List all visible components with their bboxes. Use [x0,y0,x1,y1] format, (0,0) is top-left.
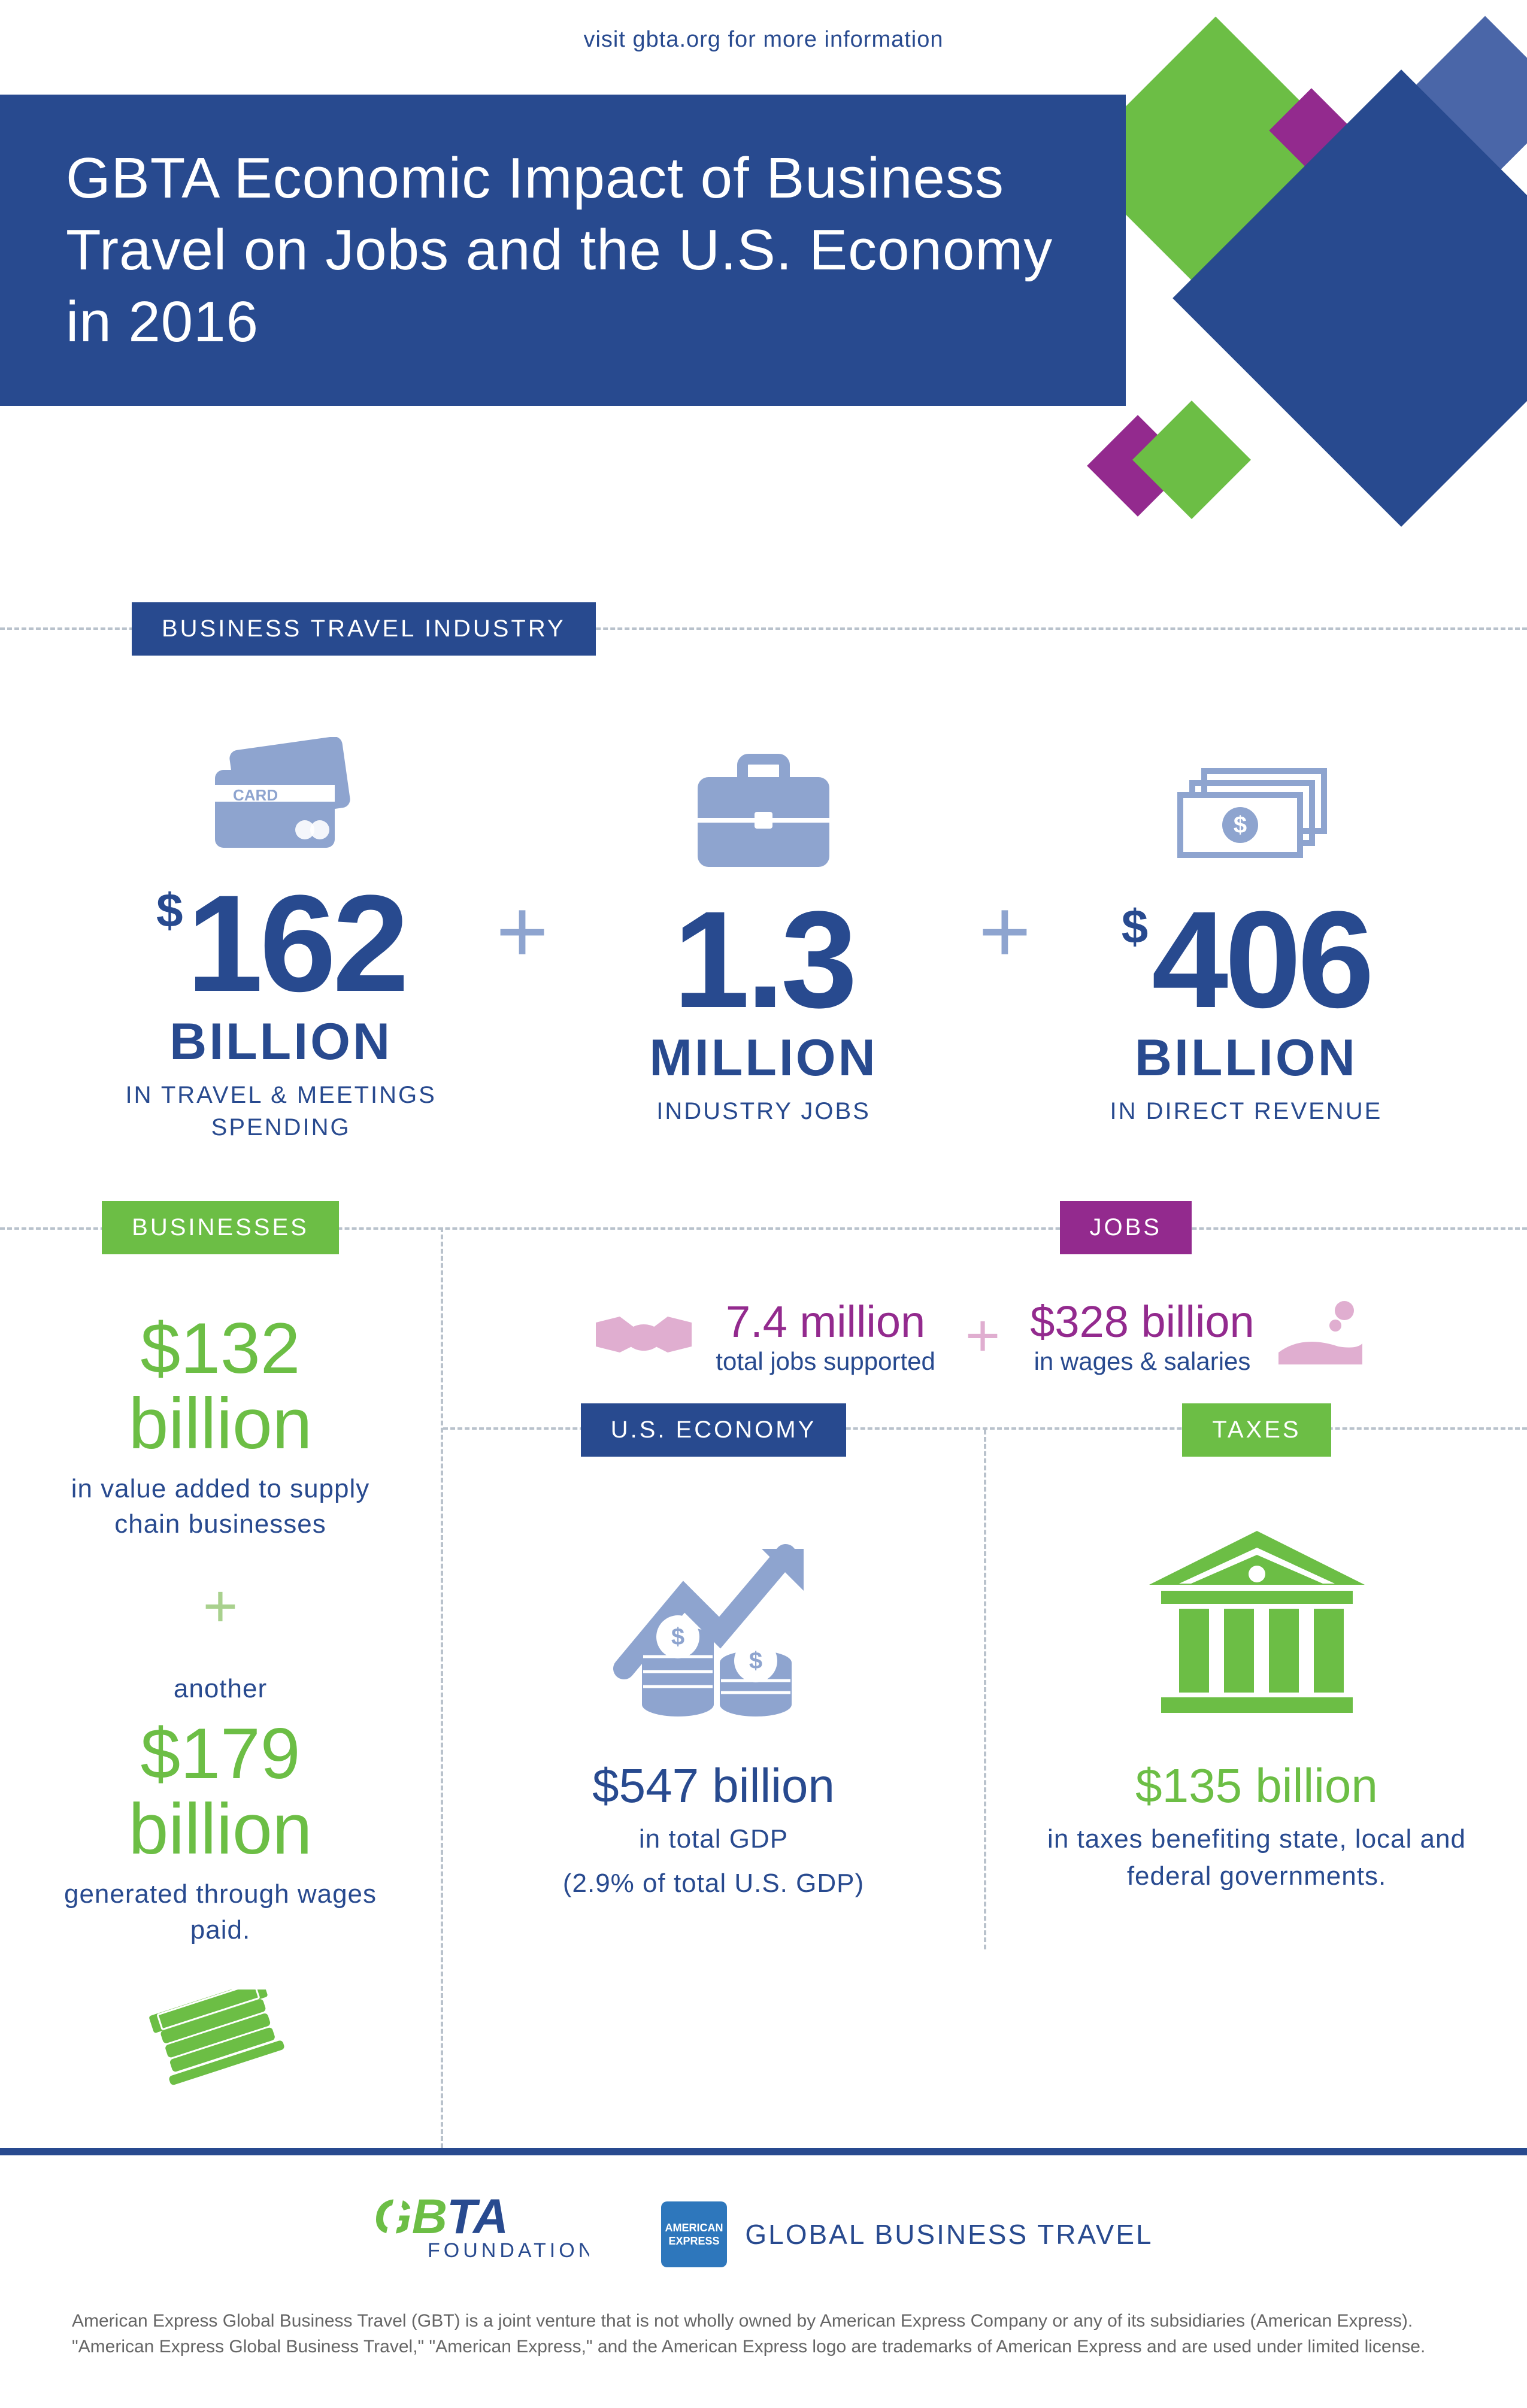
plus-icon: + [972,880,1037,983]
cash-icon: $ [1037,735,1455,873]
svg-text:$: $ [1234,812,1247,838]
section-us-economy: U.S. ECONOMY $ [443,1430,986,1949]
section-businesses: BUSINESSES $132billion in value added to… [0,1227,443,2148]
plus-icon: + [490,880,555,983]
give-money-icon [1267,1293,1386,1379]
amex-gbt-logo: AMERICAN EXPRESS GLOBAL BUSINESS TRAVEL [661,2201,1153,2267]
government-building-icon [1028,1507,1485,1734]
handshake-icon [584,1293,704,1379]
svg-text:$: $ [749,1648,762,1674]
svg-text:FOUNDATION: FOUNDATION [428,2239,589,2262]
stat-wages: $328 billion in wages & salaries [1018,1296,1266,1376]
svg-text:$: $ [671,1624,684,1650]
title-block: GBTA Economic Impact of Business Travel … [0,95,1126,406]
money-stack-icon [42,1990,399,2100]
section-taxes: TAXES $135 billion [986,1430,1527,1949]
biz-value-2: $179billion [42,1716,399,1867]
page-title: GBTA Economic Impact of Business Travel … [66,142,1060,358]
gbta-foundation-logo: GB TA FOUNDATION [374,2191,589,2278]
stat-spending: CARD $162 BILLION IN TRAVEL & MEETINGS S… [72,719,490,1144]
header: GBTA Economic Impact of Business Travel … [0,71,1527,490]
tag-bti: BUSINESS TRAVEL INDUSTRY [132,602,596,656]
plus-icon: + [947,1302,1018,1370]
site-url: gbta.org [632,27,720,52]
tag-jobs: JOBS [1060,1201,1192,1254]
svg-text:AMERICAN: AMERICAN [665,2222,723,2234]
stat-total-jobs: 7.4 million total jobs supported [704,1296,947,1376]
svg-text:CARD: CARD [233,786,278,804]
card-icon: CARD [72,719,490,857]
svg-text:GB: GB [374,2191,447,2244]
top-link: visit gbta.org for more information [0,0,1527,71]
stat-revenue: $ $406 BILLION IN DIRECT REVENUE [1037,735,1455,1127]
tag-us-economy: U.S. ECONOMY [581,1403,847,1457]
biz-value-1: $132billion [42,1311,399,1461]
tag-businesses: BUSINESSES [102,1201,339,1254]
coins-arrow-icon: $ $ [485,1507,942,1734]
svg-text:TA: TA [447,2191,508,2244]
disclaimer: American Express Global Business Travel … [72,2308,1455,2360]
svg-text:EXPRESS: EXPRESS [669,2235,720,2247]
tag-taxes: TAXES [1182,1403,1331,1457]
plus-icon: + [42,1572,399,1641]
stat-jobs: 1.3 MILLION INDUSTRY JOBS [555,735,972,1127]
briefcase-icon [555,735,972,873]
section-business-travel-industry: BUSINESS TRAVEL INDUSTRY CARD $162 BILLI… [0,630,1527,1227]
footer: GB TA FOUNDATION AMERICAN EXPRESS GLOBAL… [0,2155,1527,2408]
